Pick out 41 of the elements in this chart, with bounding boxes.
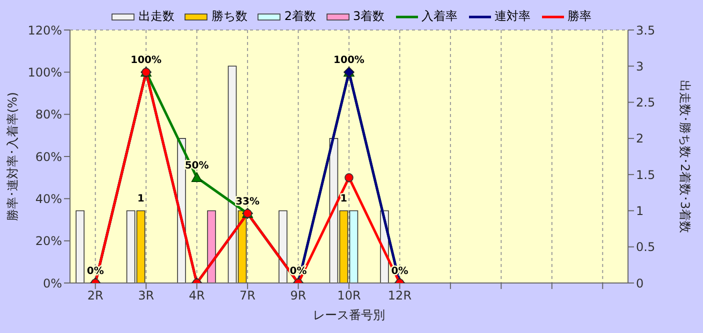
x-tick-label: 9R — [290, 288, 306, 303]
y-tick-label: 120% — [28, 23, 62, 38]
x-tick-label: 12R — [388, 288, 412, 303]
y-tick-label: 0% — [42, 276, 62, 290]
y2-tick-label: 0 — [636, 276, 644, 290]
bar — [278, 210, 288, 283]
y-tick-label: 60% — [35, 150, 62, 164]
data-label: 100% — [130, 55, 162, 66]
y2-tick-label: 2 — [636, 132, 644, 146]
y-tick-label: 100% — [28, 65, 62, 80]
y2-tick-label: 2.5 — [636, 96, 656, 110]
legend-label: 勝率 — [568, 8, 592, 25]
y-axis-title: 勝率･連対率･入着率(%) — [5, 92, 20, 221]
y2-tick-label: 3 — [636, 59, 644, 74]
y2-tick-label: 0.5 — [636, 240, 656, 254]
x-tick-label: 4R — [188, 288, 205, 303]
bar — [207, 210, 216, 283]
x-tick-label: 3R — [138, 288, 154, 303]
bar — [76, 210, 84, 283]
data-label: 100% — [334, 55, 364, 66]
legend-label: 勝ち数 — [211, 8, 248, 25]
x-tick-label: 2R — [87, 288, 104, 303]
data-label: 1 — [137, 194, 144, 205]
y-tick-label: 80% — [35, 108, 62, 122]
legend-label: 入着率 — [422, 8, 458, 25]
x-axis-title: レース番号別 — [313, 308, 385, 322]
y-tick-label: 20% — [35, 234, 62, 248]
point — [344, 173, 354, 182]
x-tick-label: 7R — [240, 288, 256, 303]
legend-label: 出走数 — [138, 8, 174, 25]
y2-tick-label: 3.5 — [636, 23, 656, 38]
y2-tick-label: 1 — [636, 204, 644, 218]
x-tick-label: 10R — [337, 288, 361, 303]
data-label: 1 — [340, 194, 348, 205]
y2-axis-title: 出走数･勝ち数･2着数･3着数 — [678, 80, 692, 234]
legend-label: 2着数 — [284, 8, 316, 25]
legend-label: 連対率 — [494, 8, 531, 25]
y-tick-label: 40% — [35, 192, 62, 206]
y2-tick-label: 1.5 — [636, 168, 656, 182]
point — [191, 172, 202, 182]
legend-label: 3着数 — [353, 8, 385, 25]
